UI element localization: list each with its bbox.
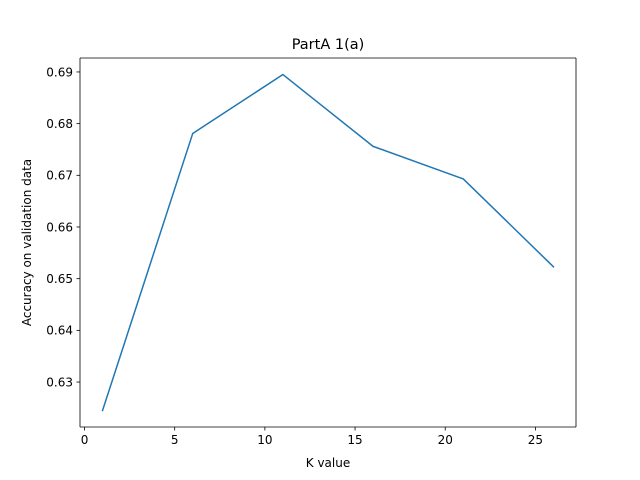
y-tick-label: 0.65 <box>46 272 73 286</box>
y-tick-label: 0.63 <box>46 375 73 389</box>
y-tick-label: 0.67 <box>46 169 73 183</box>
plot-area <box>80 58 576 427</box>
y-axis-label: Accuracy on validation data <box>20 159 34 326</box>
x-axis-label: K value <box>306 456 350 470</box>
axes-frame <box>79 57 577 428</box>
series-line-0 <box>101 73 555 412</box>
y-tick-label: 0.66 <box>46 220 73 234</box>
series-layer <box>101 73 555 412</box>
y-tick-label: 0.69 <box>46 65 73 79</box>
x-tick-label: 15 <box>347 433 362 447</box>
x-tick-label: 20 <box>438 433 453 447</box>
x-axis: 0 5 10 15 20 25 <box>81 427 543 447</box>
y-tick-label: 0.64 <box>46 324 73 338</box>
x-tick-label: 10 <box>257 433 272 447</box>
y-tick-label: 0.68 <box>46 117 73 131</box>
chart-title: PartA 1(a) <box>292 37 365 53</box>
x-tick-label: 25 <box>528 433 543 447</box>
y-axis: 0.63 0.64 0.65 0.66 0.67 0.68 0.69 <box>46 65 80 389</box>
x-tick-label: 0 <box>81 433 89 447</box>
x-tick-label: 5 <box>171 433 179 447</box>
